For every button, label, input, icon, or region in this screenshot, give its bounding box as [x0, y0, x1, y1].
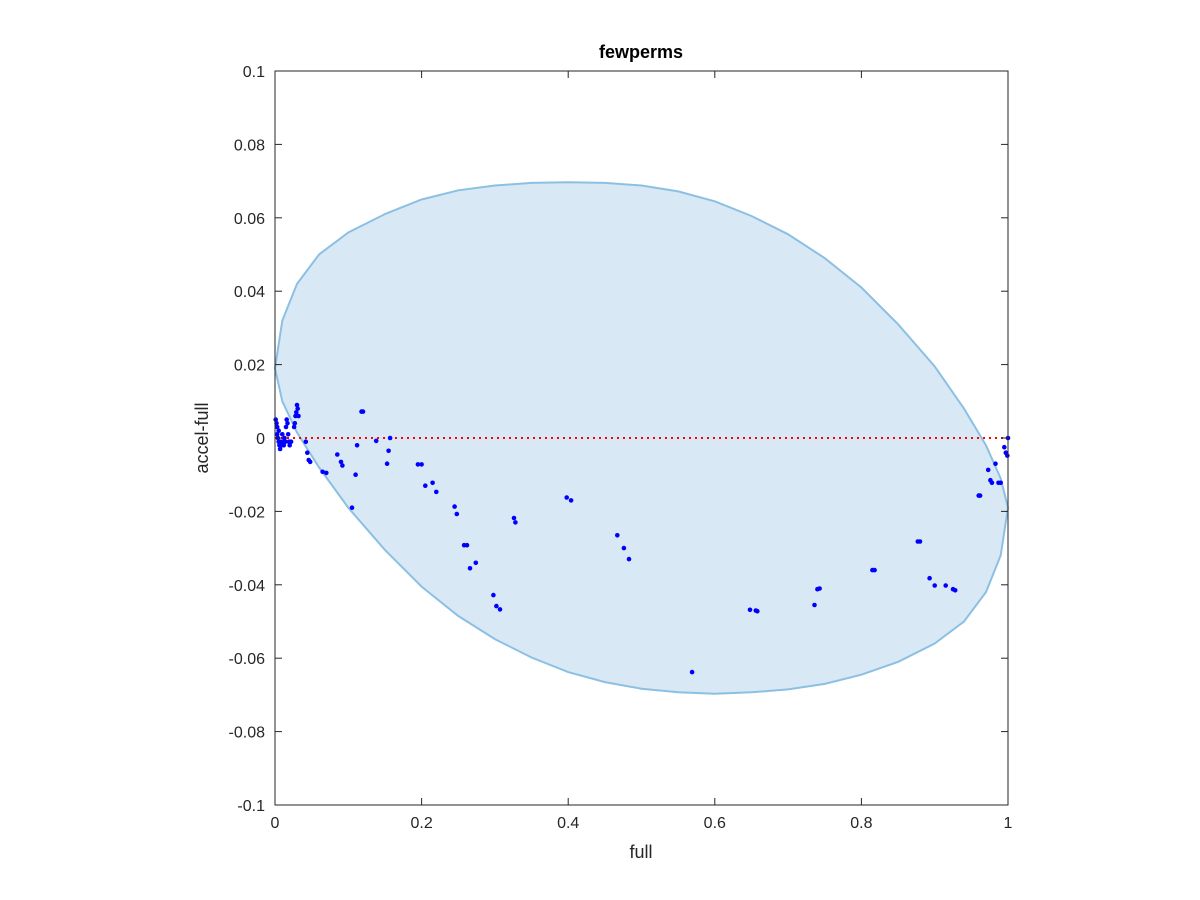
y-tick-label: 0.02	[234, 358, 265, 375]
data-point	[285, 421, 290, 426]
y-tick-label: 0	[256, 431, 265, 448]
data-point	[927, 575, 932, 581]
y-tick-label: 0.08	[234, 137, 265, 154]
data-point	[932, 583, 937, 588]
x-tick-label: 0.8	[850, 815, 872, 832]
data-point	[989, 480, 995, 486]
data-point	[977, 493, 983, 498]
data-point	[419, 462, 424, 467]
data-point	[473, 560, 479, 566]
data-point	[452, 504, 457, 509]
data-point	[283, 424, 289, 430]
data-point	[276, 428, 282, 434]
data-point	[291, 424, 297, 430]
data-point	[564, 495, 569, 500]
data-point	[568, 498, 574, 503]
data-point	[373, 438, 379, 444]
data-point	[280, 432, 285, 437]
chart-title: fewperms	[599, 42, 683, 62]
data-point	[952, 588, 958, 593]
data-point	[511, 515, 517, 521]
data-point	[615, 533, 620, 538]
data-point	[296, 413, 301, 419]
y-tick-label: 0.04	[234, 284, 265, 301]
data-point	[1005, 453, 1010, 458]
data-point	[294, 410, 299, 415]
data-point	[277, 446, 283, 452]
data-point	[494, 603, 499, 609]
data-point	[998, 480, 1003, 486]
data-point	[338, 459, 344, 465]
data-point	[497, 607, 503, 612]
data-point	[415, 462, 421, 467]
y-tick-label: -0.06	[229, 651, 266, 668]
data-point	[386, 448, 391, 454]
data-point	[387, 435, 393, 441]
data-point	[353, 472, 358, 478]
data-point	[626, 556, 632, 562]
data-point	[294, 402, 300, 408]
y-tick-label: -0.08	[229, 725, 266, 742]
data-point	[467, 566, 473, 571]
data-point	[434, 489, 439, 495]
y-tick-label: 0.1	[243, 64, 265, 81]
x-tick-label: 1	[1004, 815, 1013, 832]
data-point	[943, 583, 948, 588]
data-point	[285, 432, 291, 437]
y-tick-label: -0.1	[237, 798, 265, 815]
data-point	[324, 470, 329, 476]
data-point	[305, 450, 310, 456]
data-point	[464, 542, 470, 548]
data-point	[993, 461, 998, 467]
data-point	[812, 602, 817, 608]
data-point	[872, 567, 877, 573]
data-point	[283, 439, 288, 445]
data-point	[817, 586, 822, 591]
data-point	[454, 511, 460, 517]
data-point	[287, 443, 293, 448]
data-point	[513, 520, 518, 525]
data-point	[755, 608, 760, 614]
data-point	[917, 539, 923, 544]
x-tick-label: 0	[271, 815, 280, 832]
data-point	[621, 545, 627, 551]
data-point	[430, 480, 435, 486]
data-point	[274, 424, 280, 430]
data-point	[384, 461, 390, 467]
data-point	[303, 439, 309, 445]
data-point	[282, 435, 287, 441]
data-point	[349, 505, 355, 511]
data-point	[292, 421, 298, 426]
data-point	[274, 432, 280, 437]
x-tick-label: 0.2	[410, 815, 432, 832]
x-axis-ticks: 0 0.2 0.4 0.6 0.8 1	[271, 71, 1013, 832]
y-tick-label: -0.04	[229, 578, 266, 595]
data-point	[747, 607, 753, 613]
data-point	[288, 439, 294, 445]
x-tick-label: 0.6	[704, 815, 726, 832]
y-tick-label: -0.02	[229, 504, 266, 521]
y-axis-label: accel-full	[192, 402, 212, 473]
data-point	[295, 406, 301, 411]
data-point	[360, 409, 366, 414]
data-point	[423, 483, 428, 489]
y-axis-ticks: -0.1 -0.08 -0.06 -0.04 -0.02 0 0.02 0.04 0.06 0.0…	[229, 64, 1008, 815]
data-point	[1002, 444, 1007, 450]
data-point	[354, 443, 360, 448]
x-axis-label: full	[629, 842, 652, 862]
data-point	[284, 417, 290, 422]
data-point	[335, 452, 340, 457]
points-layer	[273, 402, 1011, 675]
x-tick-label: 0.4	[557, 815, 579, 832]
y-tick-label: 0.06	[234, 211, 265, 228]
data-point	[320, 469, 325, 475]
data-point	[307, 459, 313, 465]
data-point	[491, 592, 496, 598]
data-point	[281, 443, 287, 448]
data-point	[340, 463, 345, 468]
data-point	[985, 467, 991, 473]
data-point	[689, 669, 695, 675]
